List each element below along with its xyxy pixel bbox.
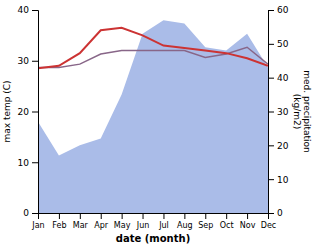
tick-mark (247, 213, 248, 219)
tick-mark (101, 213, 102, 219)
tick-mark (143, 213, 144, 219)
y2-axis-title: med. precipitation(kg/m2) (292, 70, 312, 152)
precip-area (38, 20, 268, 213)
tick-label: Dec (261, 221, 276, 230)
tick: Oct (220, 213, 234, 230)
y2-axis-title-line: med. precipitation (302, 70, 312, 152)
tick-mark (268, 44, 274, 45)
tick: Sep (198, 213, 213, 230)
tick-mark (268, 78, 274, 79)
tick-mark (32, 162, 38, 163)
tick: 10 (268, 175, 289, 185)
tick-label: Sep (198, 221, 213, 230)
tick-label: Jul (158, 221, 169, 230)
tick-label: 50 (277, 39, 289, 49)
tick-mark (268, 179, 274, 180)
tick: 0 (268, 208, 283, 218)
axis-line (32, 11, 39, 214)
tick: 30 (268, 107, 289, 117)
tick: May (114, 213, 131, 230)
tick-label: 40 (18, 5, 30, 15)
y2-axis: 0 10 20 30 40 50 60 (268, 5, 289, 218)
tick: Aug (177, 213, 193, 230)
tick-mark (32, 213, 38, 214)
tick-mark (32, 10, 38, 11)
tick: Mar (73, 213, 89, 230)
tick-label: 20 (18, 107, 30, 117)
tick: 60 (268, 5, 289, 15)
tick-mark (268, 10, 274, 11)
tick-mark (163, 213, 164, 219)
axis-line (269, 11, 275, 214)
tick-label: Jun (136, 221, 150, 230)
plot-area (38, 20, 268, 213)
tick-mark (59, 213, 60, 219)
tick-mark (184, 213, 185, 219)
tick: 40 (18, 5, 38, 15)
tick-label: 30 (18, 56, 30, 66)
tick: 30 (18, 56, 38, 66)
tick: 40 (268, 73, 289, 83)
tick: Nov (240, 213, 256, 230)
tick-label: 10 (277, 175, 289, 185)
y2-axis-title-line: (kg/m2) (292, 94, 302, 129)
tick: Jun (136, 213, 150, 230)
tick-mark (268, 213, 274, 214)
tick-mark (80, 213, 81, 219)
tick-mark (122, 213, 123, 219)
tick-mark (268, 145, 274, 146)
tick: 50 (268, 39, 289, 49)
tick-label: 60 (277, 5, 289, 15)
tick-label: Mar (73, 221, 89, 230)
tick: Jan (31, 213, 44, 230)
x-axis: Jan Feb Mar Apr May Jun Jul Aug Sep Oct Nov Dec (31, 213, 276, 230)
tick-label: 10 (18, 158, 30, 168)
tick-mark (32, 112, 38, 113)
tick: Dec (261, 213, 276, 230)
y-axis: 0 10 20 30 40 (18, 5, 39, 218)
tick-label: May (114, 221, 131, 230)
tick-label: 30 (277, 107, 289, 117)
tick-label: 0 (277, 208, 283, 218)
tick: Feb (52, 213, 66, 230)
axis-line (39, 214, 269, 220)
y-axis-title: max temp (C) (2, 80, 12, 142)
tick-label: 20 (277, 141, 289, 151)
tick: Jul (158, 213, 169, 230)
tick-label: Feb (52, 221, 66, 230)
tick-mark (32, 61, 38, 62)
tick-label: 40 (277, 73, 289, 83)
series-line (38, 28, 268, 69)
tick-label: Nov (240, 221, 256, 230)
tick-mark (226, 213, 227, 219)
chart: JanFebMarAprMayJunJulAugSepOctNovDec0102… (0, 0, 318, 247)
tick-label: Aug (177, 221, 193, 230)
tick: 20 (268, 141, 289, 151)
tick: 0 (23, 208, 38, 218)
plot-root: JanFebMarAprMayJunJulAugSepOctNovDec0102… (18, 5, 289, 229)
tick: Apr (94, 213, 109, 230)
tick-mark (205, 213, 206, 219)
x-axis-title: date (month) (116, 233, 190, 244)
tick-mark (268, 112, 274, 113)
tick: 20 (18, 107, 38, 117)
tick-label: 0 (23, 208, 29, 218)
tick-label: Jan (31, 221, 44, 230)
tick-label: Oct (220, 221, 234, 230)
tick-label: Apr (94, 221, 109, 230)
tick: 10 (18, 158, 38, 168)
